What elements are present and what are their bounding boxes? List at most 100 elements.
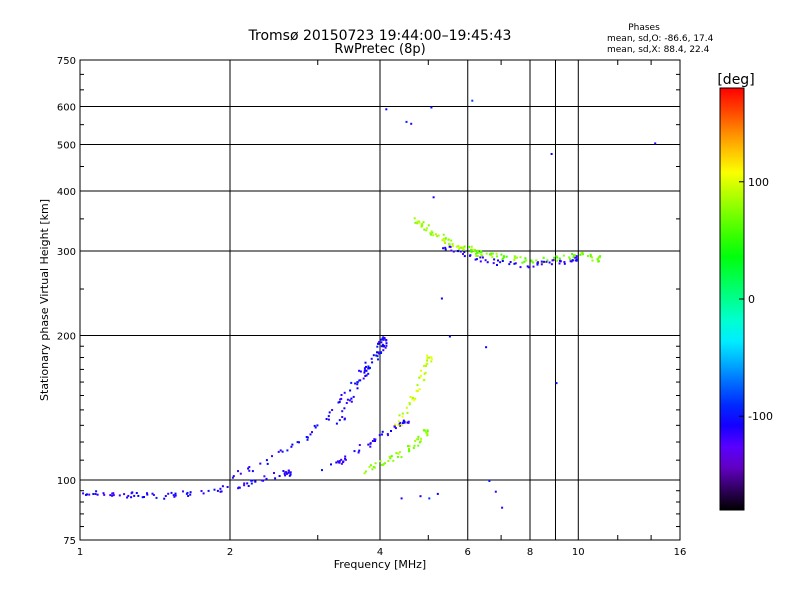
data-point	[170, 491, 173, 494]
data-point	[581, 251, 584, 254]
data-point	[420, 374, 423, 377]
data-point	[376, 345, 379, 348]
data-point	[340, 462, 343, 465]
data-point	[559, 259, 562, 262]
data-point	[432, 196, 435, 199]
data-point	[395, 452, 398, 455]
data-point	[384, 346, 387, 349]
data-point	[408, 450, 410, 453]
data-point	[448, 335, 451, 338]
data-point	[389, 457, 392, 460]
data-point	[429, 232, 432, 235]
data-point	[591, 256, 593, 259]
data-point	[413, 217, 416, 220]
data-point	[550, 263, 553, 266]
trace-middle-trace	[321, 419, 410, 472]
data-point	[480, 253, 483, 256]
data-point	[286, 449, 289, 452]
data-point	[127, 494, 130, 497]
data-point	[403, 421, 406, 423]
data-point	[430, 230, 433, 233]
data-point	[343, 391, 346, 394]
y-tick-label: 200	[57, 332, 76, 343]
data-point	[418, 221, 421, 224]
stats-o-mode: mean, sd,O: -86.6, 17.4	[607, 34, 714, 44]
data-point	[562, 254, 565, 257]
stats-heading: Phases	[628, 23, 660, 33]
data-point	[380, 352, 383, 354]
data-point	[282, 470, 285, 472]
data-point	[164, 495, 167, 497]
data-point	[243, 484, 246, 487]
data-point	[515, 256, 518, 259]
data-point	[376, 351, 378, 354]
data-point	[146, 492, 148, 495]
data-point	[103, 493, 106, 496]
data-point	[337, 401, 340, 404]
data-point	[444, 248, 447, 251]
data-point	[96, 493, 99, 496]
data-point	[219, 487, 222, 490]
data-point	[216, 489, 219, 492]
data-point	[411, 398, 414, 401]
data-point	[291, 443, 294, 446]
data-point	[290, 445, 293, 448]
data-point	[495, 252, 498, 255]
x-tick-label: 16	[674, 547, 687, 558]
data-point	[381, 464, 384, 467]
data-point	[414, 397, 417, 400]
data-point	[335, 461, 338, 464]
x-tick-label: 2	[227, 547, 233, 558]
data-point	[393, 425, 396, 428]
data-point	[411, 396, 414, 399]
data-point	[327, 415, 330, 418]
data-point	[398, 414, 401, 417]
data-point	[470, 248, 472, 251]
data-point	[416, 222, 419, 225]
data-point	[405, 406, 408, 409]
data-point	[406, 411, 409, 414]
data-point	[458, 248, 461, 251]
data-point	[309, 433, 312, 436]
data-point	[380, 341, 383, 344]
data-point	[442, 247, 445, 250]
data-point	[375, 354, 378, 357]
x-tick-label: 6	[465, 547, 471, 558]
data-point	[380, 345, 383, 348]
data-point	[523, 260, 526, 263]
data-point	[444, 237, 447, 240]
data-point	[232, 475, 235, 478]
data-point	[260, 479, 263, 482]
data-point	[414, 221, 417, 224]
data-point	[436, 235, 439, 238]
data-point	[202, 492, 205, 495]
data-point	[443, 240, 446, 243]
data-point	[387, 434, 389, 437]
data-point	[442, 237, 445, 240]
data-point	[415, 389, 418, 392]
data-point	[367, 365, 370, 368]
data-point	[155, 496, 158, 499]
data-point	[380, 338, 383, 341]
data-point	[377, 352, 380, 355]
data-point	[400, 497, 403, 500]
data-point	[599, 255, 602, 258]
data-point	[451, 245, 454, 248]
data-point	[368, 465, 371, 468]
data-point	[364, 361, 367, 364]
data-point	[254, 480, 257, 483]
data-point	[363, 472, 366, 475]
data-point	[394, 423, 397, 426]
data-point	[597, 260, 600, 263]
x-tick-label: 4	[377, 547, 383, 558]
data-point	[385, 339, 388, 342]
data-point	[430, 106, 433, 109]
data-point	[535, 259, 538, 262]
data-point	[485, 252, 488, 255]
data-point	[457, 250, 459, 253]
data-point	[571, 259, 574, 262]
data-point	[412, 447, 415, 449]
data-point	[426, 362, 429, 365]
data-point	[460, 246, 463, 249]
